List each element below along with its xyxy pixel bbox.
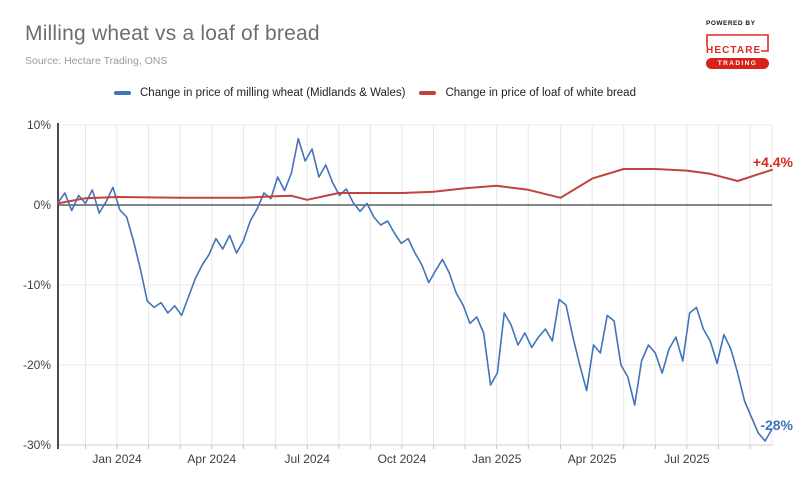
annotation-bread: +4.4% bbox=[753, 154, 794, 170]
y-tick-label: 10% bbox=[27, 118, 51, 132]
source-note: Source: Hectare Trading, ONS bbox=[25, 55, 168, 67]
y-tick-label: -30% bbox=[23, 438, 51, 452]
y-tick-label: -10% bbox=[23, 278, 51, 292]
bread-swatch bbox=[419, 91, 437, 95]
x-tick-label: Jul 2025 bbox=[664, 452, 710, 466]
x-tick-label: Jan 2025 bbox=[472, 452, 522, 466]
brand-pill: TRADING bbox=[706, 58, 769, 69]
x-tick-label: Apr 2024 bbox=[187, 452, 236, 466]
legend-label-wheat: Change in price of milling wheat (Midlan… bbox=[140, 87, 406, 99]
x-tick-label: Jan 2024 bbox=[92, 452, 142, 466]
x-tick-label: Oct 2024 bbox=[378, 452, 427, 466]
x-tick-label: Apr 2025 bbox=[568, 452, 617, 466]
wheat-line bbox=[57, 137, 773, 442]
wheat-swatch bbox=[114, 91, 131, 95]
x-tick-label: Jul 2024 bbox=[285, 452, 331, 466]
page-title: Milling wheat vs a loaf of bread bbox=[25, 22, 320, 45]
hectare-logo: POWERED BY HECTARE TRADING bbox=[706, 20, 774, 69]
legend: Change in price of milling wheat (Midlan… bbox=[0, 87, 750, 99]
brand-mark: HECTARE bbox=[706, 34, 772, 56]
legend-item-wheat: Change in price of milling wheat (Midlan… bbox=[114, 87, 405, 99]
y-tick-label: 0% bbox=[34, 198, 52, 212]
bread-line bbox=[57, 168, 773, 205]
legend-label-bread: Change in price of loaf of white bread bbox=[445, 87, 636, 99]
y-tick-label: -20% bbox=[23, 358, 51, 372]
brand-name: HECTARE bbox=[706, 45, 762, 56]
powered-by-label: POWERED BY bbox=[706, 20, 756, 27]
legend-item-bread: Change in price of loaf of white bread bbox=[419, 87, 636, 99]
annotation-wheat: -28% bbox=[760, 417, 793, 433]
bracket-icon bbox=[706, 34, 769, 52]
